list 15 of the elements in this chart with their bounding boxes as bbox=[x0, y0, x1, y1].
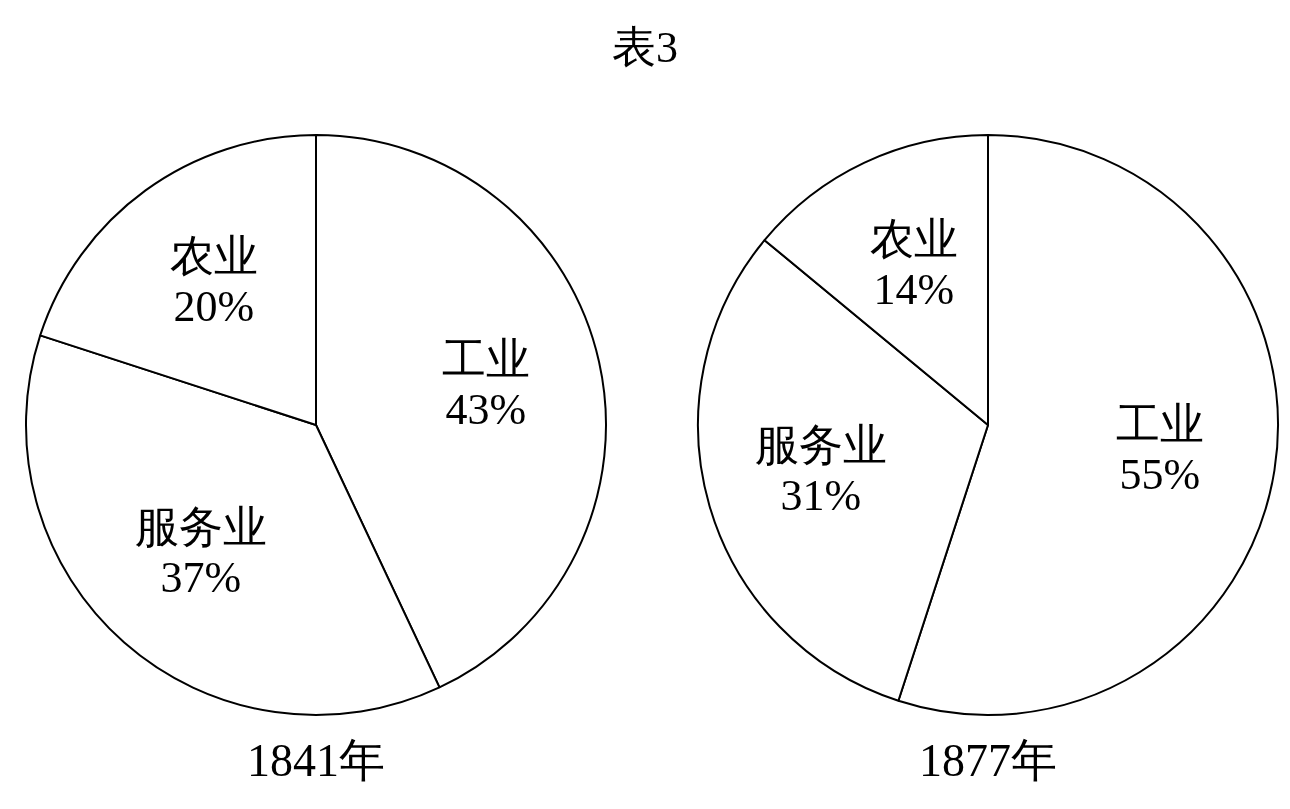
slice-label: 农业 bbox=[869, 215, 958, 265]
data-label: 20% bbox=[173, 281, 255, 331]
slice-label: 农业 bbox=[169, 231, 258, 281]
slice-label: 服务业 bbox=[134, 503, 267, 553]
text: 1877年 bbox=[918, 734, 1058, 788]
slice-label: 服务业 bbox=[754, 421, 887, 471]
data-label: 55% bbox=[1119, 449, 1201, 499]
chart-title: 表3 bbox=[611, 22, 679, 74]
data-label: 31% bbox=[780, 471, 862, 521]
slice-label: 工业 bbox=[441, 334, 530, 384]
text: 1841年 bbox=[246, 734, 386, 788]
slice-label: 工业 bbox=[1115, 399, 1204, 449]
data-label: 43% bbox=[445, 384, 527, 434]
data-label: 14% bbox=[873, 265, 955, 315]
data-label: 37% bbox=[160, 553, 242, 603]
